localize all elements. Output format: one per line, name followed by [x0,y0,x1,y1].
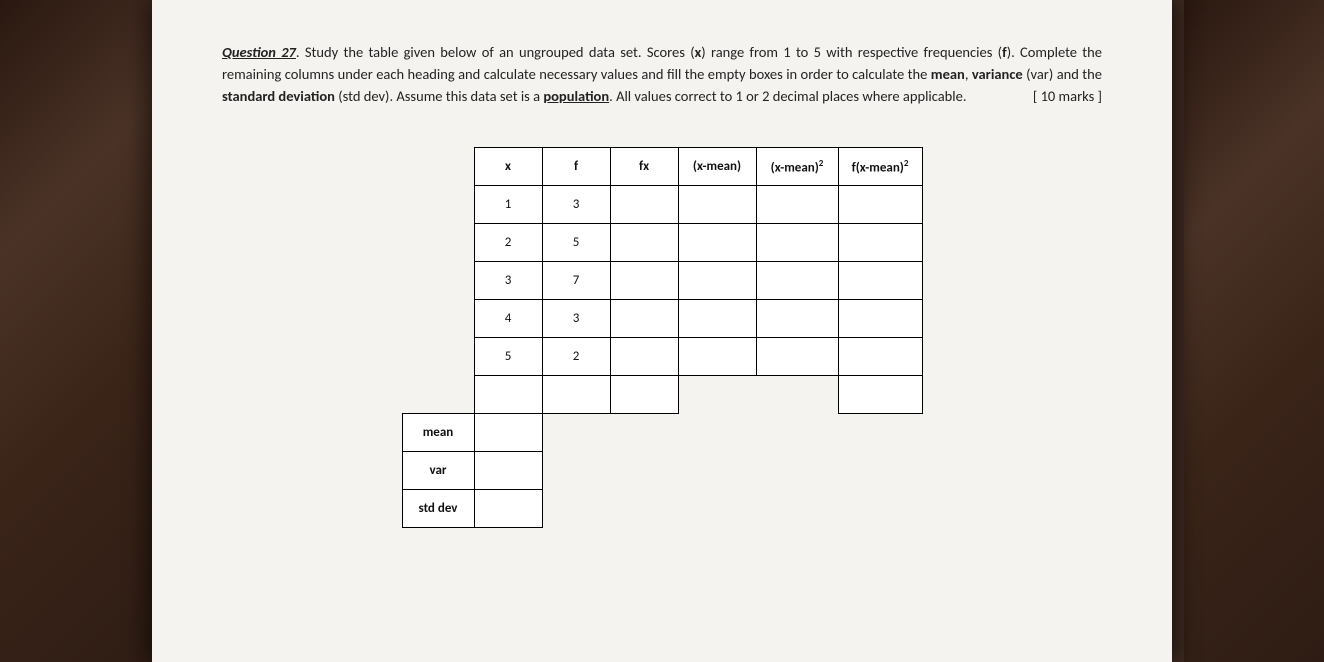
cell-f: 2 [542,338,610,376]
table-container: x f fx (x-mean) (x-mean)2 f(x-mean)2 1 3… [222,147,1102,528]
paper-sheet: Question 27. Study the table given below… [152,0,1172,662]
cell-xm2 [756,224,838,262]
question-marks: [ 10 marks ] [1033,86,1102,108]
question-paragraph: Question 27. Study the table given below… [222,42,1102,107]
cell-total-x [474,376,542,414]
question-stddev-bold: standard deviation [222,87,335,105]
stddev-label: std dev [402,490,474,528]
cell-xm2 [756,262,838,300]
table-row: 2 5 [402,224,922,262]
table-row: 1 3 [402,186,922,224]
cell-xm [678,224,756,262]
cell-xm [678,300,756,338]
header-xmean: (x-mean) [678,148,756,186]
mean-row: mean [402,414,922,452]
cell-total-fx [610,376,678,414]
question-population-bold: population [543,87,609,105]
question-text-5: . Assume this data set is a [389,87,543,105]
stddev-row: std dev [402,490,922,528]
question-var-paren: (var) [1023,65,1054,83]
row-blank [402,224,474,262]
row-blank [402,300,474,338]
question-comma1: , [965,65,972,83]
cell-f: 3 [542,300,610,338]
cell-x: 4 [474,300,542,338]
cell-blank [542,414,922,452]
cell-xm [678,186,756,224]
cell-blank [542,490,922,528]
desk-background-right [1184,0,1324,662]
cell-fx [610,186,678,224]
cell-var-value [474,452,542,490]
cell-stddev-value [474,490,542,528]
cell-xm [678,262,756,300]
cell-x: 5 [474,338,542,376]
header-fxmean2: f(x-mean)2 [838,148,922,186]
question-text-6: . All values correct to 1 or 2 decimal p… [609,87,966,105]
header-fxmean2-base: f(x-mean) [852,160,904,175]
var-row: var [402,452,922,490]
var-label: var [402,452,474,490]
question-text-1: . Study the table given below of an ungr… [296,43,695,61]
cell-fxm2 [838,262,922,300]
cell-f: 7 [542,262,610,300]
header-blank [402,148,474,186]
table-row: 4 3 [402,300,922,338]
question-text-4: and the [1053,65,1102,83]
cell-xm2 [756,300,838,338]
row-blank [402,338,474,376]
question-label: Question 27 [222,43,296,61]
cell-fx [610,300,678,338]
header-xmean2-sup: 2 [819,158,824,169]
header-fx: fx [610,148,678,186]
cell-fxm2 [838,338,922,376]
cell-xm [678,338,756,376]
cell-blank [678,376,838,414]
header-x: x [474,148,542,186]
header-xmean2-base: (x-mean) [771,160,819,175]
data-table: x f fx (x-mean) (x-mean)2 f(x-mean)2 1 3… [402,147,923,528]
cell-fx [610,262,678,300]
header-f: f [542,148,610,186]
cell-x: 3 [474,262,542,300]
table-row: 5 2 [402,338,922,376]
cell-fx [610,224,678,262]
cell-total-fxm2 [838,376,922,414]
question-variance-bold: variance [972,65,1023,83]
header-row: x f fx (x-mean) (x-mean)2 f(x-mean)2 [402,148,922,186]
cell-total-f [542,376,610,414]
question-stddev-paren: (std dev) [335,87,389,105]
question-mean-bold: mean [931,65,965,83]
cell-x: 2 [474,224,542,262]
cell-fxm2 [838,186,922,224]
cell-x: 1 [474,186,542,224]
row-blank [402,376,474,414]
cell-fxm2 [838,224,922,262]
cell-xm2 [756,186,838,224]
row-blank [402,262,474,300]
mean-label: mean [402,414,474,452]
totals-row [402,376,922,414]
cell-fx [610,338,678,376]
cell-f: 3 [542,186,610,224]
header-xmean2: (x-mean)2 [756,148,838,186]
cell-f: 5 [542,224,610,262]
table-row: 3 7 [402,262,922,300]
row-blank [402,186,474,224]
header-fxmean2-sup: 2 [904,158,909,169]
question-text-2: ) range from 1 to 5 with respective freq… [701,43,1002,61]
cell-fxm2 [838,300,922,338]
cell-xm2 [756,338,838,376]
cell-mean-value [474,414,542,452]
cell-blank [542,452,922,490]
